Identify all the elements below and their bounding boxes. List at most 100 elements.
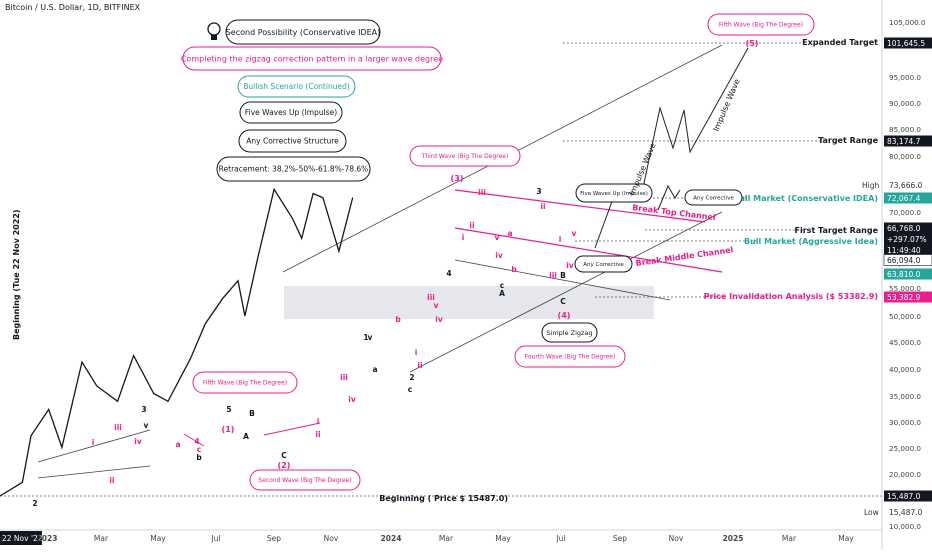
annotation-box-text: Second Wave (Big The Degree) (258, 477, 351, 484)
wave-label: a (507, 229, 512, 238)
annotation-box-text: Any Corrective Structure (246, 137, 339, 146)
price-tag-value: 63,810.0 (887, 270, 921, 279)
annotation-box-text: Any Corrective (693, 195, 734, 201)
wave-label: (5) (746, 39, 759, 48)
annotation-boxes: Second Possibility (Conservative IDEA) Co… (181, 13, 815, 491)
wave-label: iii (478, 188, 486, 197)
lightbulb-base (211, 35, 217, 40)
annotation-box-text: Five Waves Up (Impulse) (580, 191, 648, 197)
projection-small (657, 184, 681, 211)
annotation-box-text: Fifth Wave (Big The Degree) (719, 22, 803, 29)
wave-label: (1) (222, 425, 235, 434)
time-tick-label: May (838, 534, 854, 543)
annotation-box-text: Bullish Scenario (Continued) (243, 82, 350, 91)
channel-label-top: Break Top Channel (632, 203, 717, 222)
time-tick-label: Nov (669, 534, 684, 543)
annotation-box-text: Five Waves Up (Impulse) (245, 108, 337, 117)
annotation-box-text: Simple Zigzag (546, 329, 592, 337)
annotation-box (225, 19, 381, 45)
price-tag-value: 66,768.0 (887, 224, 921, 233)
early-channel-mag-2 (263, 422, 321, 436)
price-tag-box (884, 291, 932, 303)
annotation-box (239, 101, 343, 124)
wave-label: C (281, 451, 287, 460)
wave-label: c (500, 281, 504, 290)
start-date-tag (0, 531, 42, 545)
wave-label: 3 (141, 405, 146, 414)
price-tick-label: 70,000.0 (889, 208, 921, 217)
price-tick-label: 10,000.0 (889, 522, 921, 531)
price-tag-value: 66,094.0 (887, 256, 921, 265)
time-tick-label: May (495, 534, 511, 543)
wave-label: iii (340, 373, 348, 382)
price-tag-value: 83,174.7 (887, 137, 921, 146)
time-tick-label: Sep (613, 534, 627, 543)
wave-label: iv (566, 261, 574, 270)
annotation-box (192, 371, 298, 394)
price-tag-value: 101,645.5 (887, 39, 925, 48)
level-label: Bull Market (Conservative IDEA) (733, 194, 878, 203)
price-tick-label: 55,000.0 (889, 284, 921, 293)
annotation-box (216, 156, 371, 182)
wave-label: iv (348, 395, 356, 404)
level-label: Price Invalidation Analysis ($ 53382.9) (704, 292, 878, 301)
start-date-label: 22 Nov '22 (2, 534, 43, 543)
level-label: Expanded Target (802, 38, 878, 47)
wave-label: ii (540, 202, 545, 211)
price-tag-box (883, 254, 932, 266)
lightbulb-glass (207, 22, 221, 36)
wave-label: ii (417, 361, 422, 370)
annotation-box-text: Fifth Wave (Big The Degree) (203, 380, 287, 387)
high-label: High (862, 181, 879, 190)
price-tick-label: 95,000.0 (889, 73, 921, 82)
price-tick-label: 40,000.0 (889, 365, 921, 374)
wave-label: (4) (558, 311, 571, 320)
price-tag-value: 72,067.4 (887, 194, 921, 203)
symbol-title: Bitcoin / U.S. Dollar, 1D, BITFINEX (5, 3, 141, 12)
annotation-box (238, 129, 347, 153)
time-tick-label: Nov (324, 534, 339, 543)
wave-label: v (434, 301, 439, 310)
annotation-box (541, 322, 598, 343)
time-tick-label: 2024 (381, 534, 402, 543)
wave-label: 1 (363, 333, 368, 342)
price-tag-value: +297.07% (887, 235, 927, 244)
price-tag-box (884, 192, 932, 204)
price-tag-value: 11:49:40 (887, 246, 921, 255)
wave-label: ii (315, 430, 320, 439)
early-channel-mag-1 (183, 433, 205, 447)
price-tick-label: 90,000.0 (889, 99, 921, 108)
wave-label: b (196, 453, 202, 462)
wave-label: b (511, 265, 517, 274)
time-tick-label: Jul (555, 534, 565, 543)
price-tag-box (884, 222, 932, 234)
price-tick-label: 45,000.0 (889, 338, 921, 347)
time-tick-label: Mar (782, 534, 797, 543)
wave-label: iv (495, 251, 503, 260)
price-line (0, 187, 354, 497)
wave-label: ii (109, 476, 114, 485)
wave-label: C (560, 297, 566, 306)
wave-label: v (368, 333, 373, 342)
annotation-box-text: Completing the zigzag correction pattern… (181, 54, 443, 63)
price-tag-box (884, 233, 932, 245)
time-tick-label: Mar (94, 534, 109, 543)
wave-label: c (408, 385, 412, 394)
top-channel-line (454, 189, 706, 223)
wave-label: 5 (226, 405, 231, 414)
wave-label: i (559, 235, 562, 244)
price-axis: 105,000.0 95,000.0 90,000.0 85,000.0 80,000.… (862, 0, 932, 550)
wave-label: (3) (451, 174, 464, 183)
price-tick-label: 20,000.0 (889, 470, 921, 479)
wave-label: a (175, 440, 180, 449)
early-channel-line-low (37, 465, 151, 479)
wave-label: B (249, 409, 255, 418)
price-tag-box (884, 37, 932, 49)
price-tag-box (884, 244, 932, 256)
annotation-box (574, 255, 633, 273)
wave-label: 3 (536, 187, 541, 196)
price-tag-box (884, 135, 932, 147)
